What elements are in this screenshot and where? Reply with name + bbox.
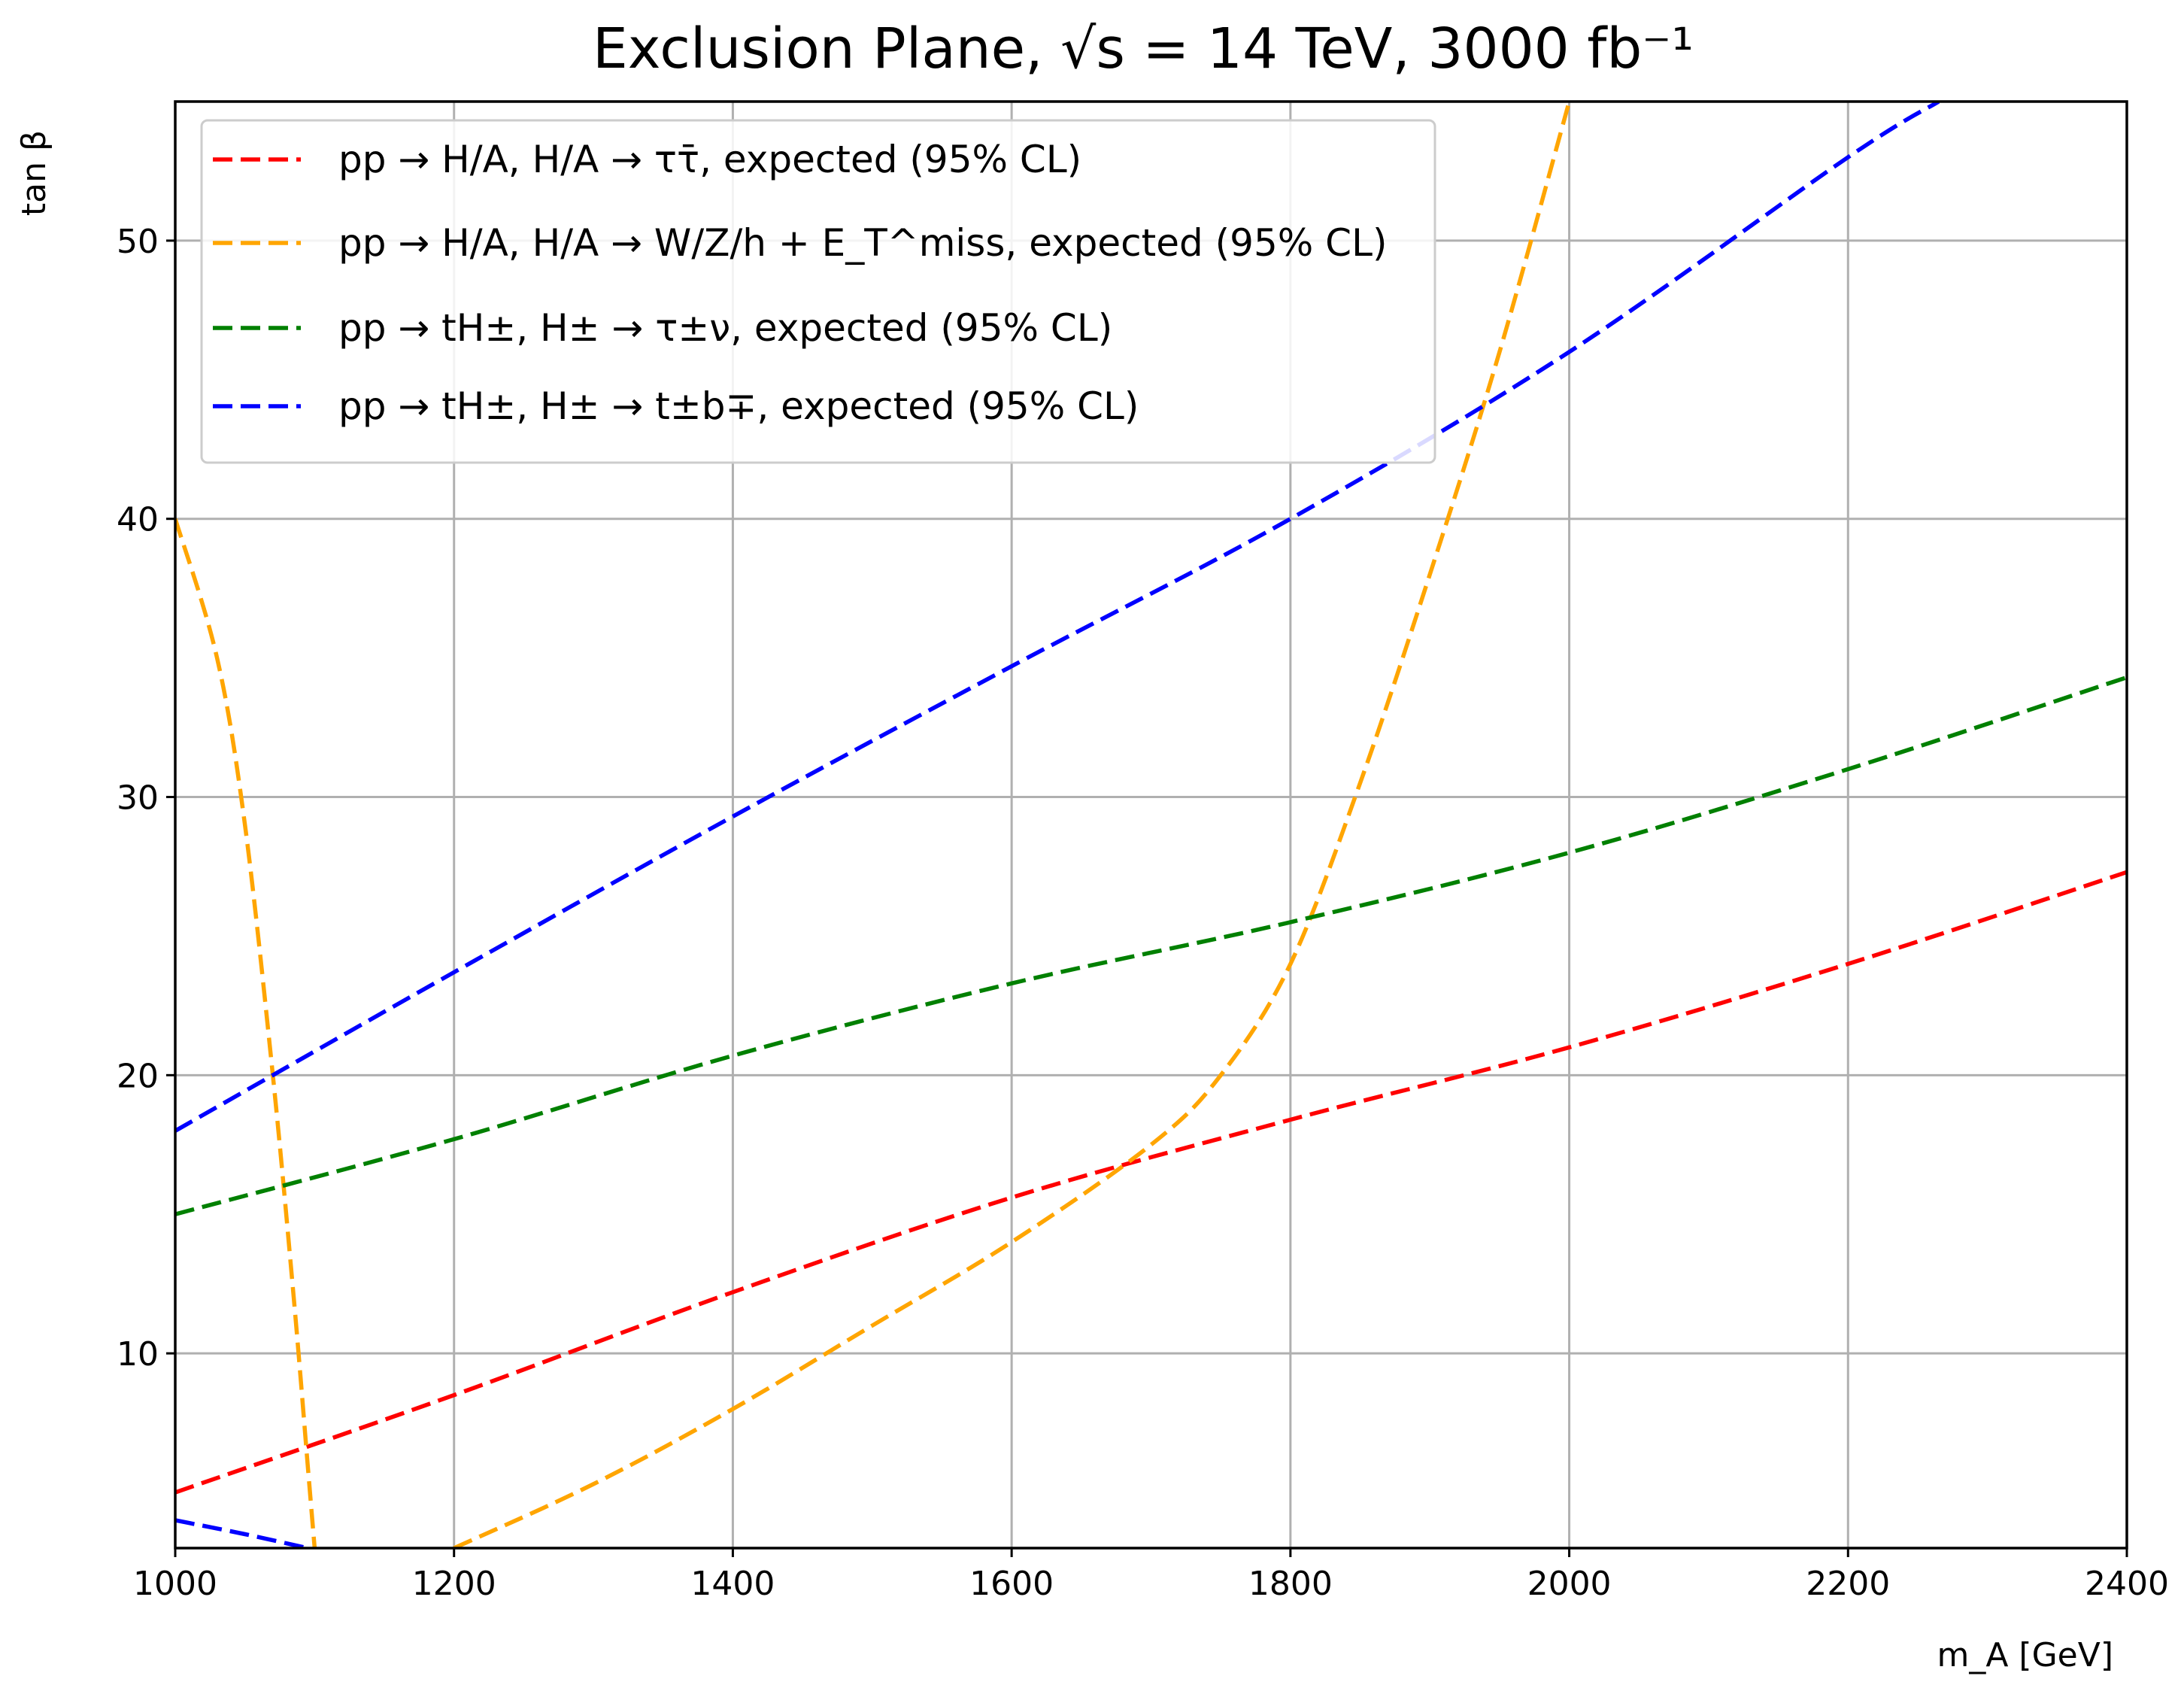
chart-title: Exclusion Plane, √s = 14 TeV, 3000 fb⁻¹	[593, 17, 1694, 81]
series-line-4	[175, 102, 1940, 1133]
legend-label-0: pp → H/A, H/A → ττ̄, expected (95% CL)	[338, 138, 1081, 181]
plot-frame	[174, 100, 2128, 1550]
x-axis-label: m_A [GeV]	[1937, 1636, 2113, 1674]
legend-label-1: pp → H/A, H/A → W/Z/h + E_T^miss, expect…	[338, 221, 1387, 265]
y-tick-label: 50	[117, 223, 159, 261]
series-line-2	[453, 102, 1572, 1548]
ticks: 1000 1200 1400 1600 1800 2000 2200 2400 10 20 30 40…	[117, 223, 2169, 1603]
y-tick-label: 20	[117, 1057, 159, 1095]
y-tick-label: 30	[117, 779, 159, 818]
legend: pp → H/A, H/A → ττ̄, expected (95% CL) pp…	[200, 119, 1436, 464]
y-axis-label: tan β	[15, 130, 53, 216]
legend-box	[200, 119, 1436, 464]
x-tick-label: 1200	[412, 1565, 496, 1603]
x-tick-label: 2400	[2085, 1565, 2169, 1603]
x-tick-label: 1600	[969, 1565, 1054, 1603]
legend-label-2: pp → tH±, H± → τ±ν, expected (95% CL)	[338, 306, 1112, 350]
x-tick-label: 2200	[1806, 1565, 1890, 1603]
series-line-3	[175, 675, 2127, 1216]
series-line-1	[175, 518, 317, 1548]
x-tick-label: 1800	[1248, 1565, 1333, 1603]
y-tick-label: 40	[117, 501, 159, 539]
series-line-5	[175, 1518, 308, 1548]
legend-label-3: pp → tH±, H± → t±b∓, expected (95% CL)	[338, 384, 1139, 428]
series-line-0	[175, 870, 2127, 1495]
y-tick-label: 10	[117, 1335, 159, 1374]
series-group	[175, 102, 2127, 1548]
x-tick-label: 2000	[1527, 1565, 1612, 1603]
x-tick-label: 1000	[133, 1565, 217, 1603]
x-tick-label: 1400	[690, 1565, 775, 1603]
